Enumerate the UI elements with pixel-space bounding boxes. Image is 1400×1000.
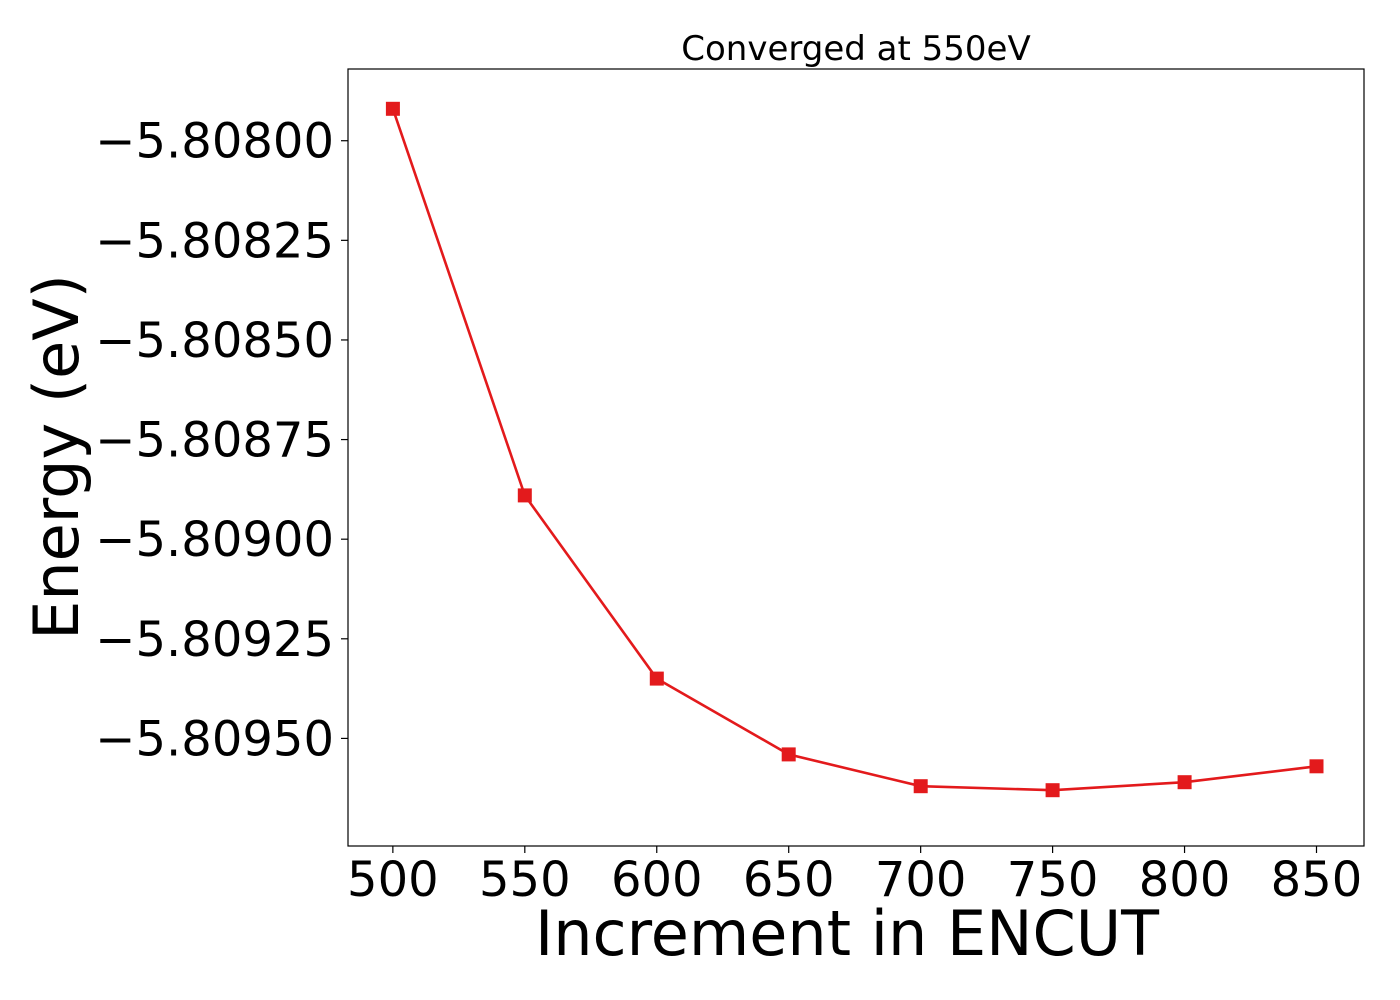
data-point-marker <box>517 488 532 503</box>
x-tick-label: 800 <box>1139 852 1231 908</box>
y-tick-label: −5.80850 <box>95 313 334 369</box>
data-point-marker <box>913 779 928 794</box>
x-tick-label: 550 <box>479 852 571 908</box>
y-axis-title: Energy (eV) <box>20 274 93 640</box>
x-tick-label: 650 <box>743 852 835 908</box>
data-point-marker <box>385 101 400 116</box>
series-line <box>391 108 1317 792</box>
series-group <box>385 101 1324 798</box>
data-point-marker <box>781 747 796 762</box>
plot-area <box>347 68 1365 847</box>
y-tick-label: −5.80875 <box>95 413 334 469</box>
y-tick-label: −5.80925 <box>95 612 334 668</box>
y-tick-label: −5.80950 <box>95 711 334 767</box>
y-tick-label: −5.80900 <box>95 512 334 568</box>
x-tick-label: 600 <box>611 852 703 908</box>
x-axis-title: Increment in ENCUT <box>535 897 1160 970</box>
x-tick-label: 500 <box>347 852 439 908</box>
chart-title: Converged at 550eV <box>681 29 1030 69</box>
x-tick-label: 700 <box>875 852 967 908</box>
y-tick-label: −5.80800 <box>95 114 334 170</box>
y-axis: −5.80800 −5.80825 −5.80850 −5.80875 −5.80900… <box>95 114 348 767</box>
data-point-marker <box>1309 759 1324 774</box>
data-point-marker <box>1177 775 1192 790</box>
x-tick-label: 750 <box>1007 852 1099 908</box>
y-tick-label: −5.80825 <box>95 213 334 269</box>
x-tick-label: 850 <box>1271 852 1363 908</box>
data-point-marker <box>649 671 664 686</box>
data-point-marker <box>1045 783 1060 798</box>
x-axis: 500 550 600 650 700 750 800 850 <box>347 846 1362 908</box>
